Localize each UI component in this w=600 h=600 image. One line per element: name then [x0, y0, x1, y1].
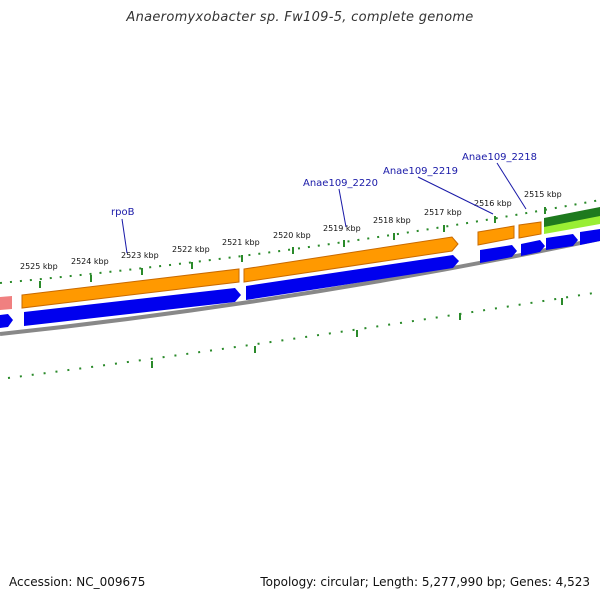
- feature-cds-reverse: [580, 229, 600, 245]
- gene-label-leaders: [121, 162, 527, 254]
- tick-label: 2517 kbp: [424, 208, 462, 217]
- tick-label: 2516 kbp: [474, 199, 512, 208]
- tick-label: 2522 kbp: [172, 245, 210, 254]
- feature-cds-reverse: [546, 234, 578, 250]
- tick-label: 2521 kbp: [222, 238, 260, 247]
- tick-label: 2515 kbp: [524, 190, 562, 199]
- tick-label: 2525 kbp: [20, 262, 58, 271]
- tick-label: 2519 kbp: [323, 224, 361, 233]
- feature-cds-reverse: [521, 240, 545, 256]
- gene-label-anae109-2219: Anae109_2219: [383, 166, 458, 177]
- feature-cds-reverse: [0, 314, 13, 328]
- tick-label: 2518 kbp: [373, 216, 411, 225]
- gene-label-rpob: rpoB: [111, 207, 135, 218]
- feature-cds-reverse: [24, 288, 241, 326]
- feature-rrna: [0, 296, 12, 310]
- genome-title: Anaeromyxobacter sp. Fw109-5, complete g…: [126, 10, 474, 25]
- genome-summary: Topology: circular; Length: 5,277,990 bp…: [260, 575, 590, 589]
- feature-cds-anae109-2220: [477, 225, 515, 246]
- tick-label: 2520 kbp: [273, 231, 311, 240]
- feature-cds-reverse: [480, 245, 517, 263]
- reverse-strand-features: [0, 229, 600, 328]
- feature-cds-anae109-2219: [518, 221, 542, 239]
- feature-cds-anae109-2218: [544, 207, 600, 228]
- backbone-ring: [0, 237, 600, 336]
- gene-label-anae109-2220: Anae109_2220: [303, 178, 378, 189]
- tick-label: 2523 kbp: [121, 251, 159, 260]
- feature-cds-rpoc: [21, 268, 240, 309]
- feature-cds-green-light: [544, 216, 600, 234]
- tick-label: 2524 kbp: [71, 257, 109, 266]
- accession-label: Accession: NC_009675: [9, 575, 146, 589]
- feature-cds-reverse: [246, 255, 459, 300]
- feature-cds-rpob: [243, 236, 459, 283]
- major-ticks: [39, 207, 563, 368]
- gene-label-anae109-2218: Anae109_2218: [462, 152, 537, 163]
- outer-tick-ring: [0, 199, 600, 284]
- forward-strand-features: [0, 207, 600, 310]
